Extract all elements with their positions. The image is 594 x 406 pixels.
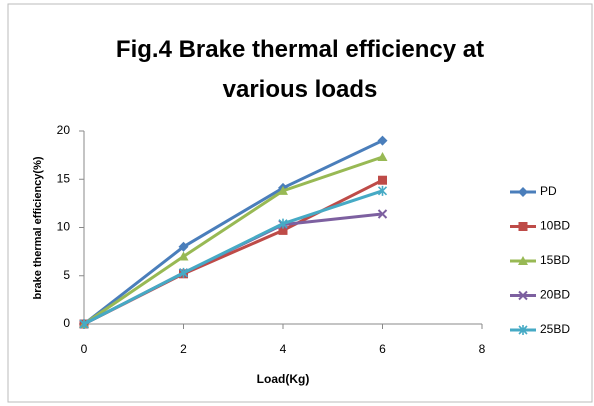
marker: [278, 185, 288, 195]
marker: [178, 267, 189, 278]
marker: [377, 152, 388, 162]
marker: [278, 225, 288, 235]
marker: [377, 185, 388, 196]
marker: [518, 290, 528, 301]
chart-title: Fig.4 Brake thermal efficiency at variou…: [115, 36, 485, 103]
x-tick-label: 8: [479, 342, 486, 356]
x-tick-label: 2: [180, 342, 187, 356]
y-tick-label: 10: [57, 220, 71, 234]
legend-label: 25BD: [540, 322, 570, 336]
x-tick-label: 6: [379, 342, 386, 356]
series-line: [83, 212, 383, 326]
series-line: [83, 155, 383, 326]
marker: [377, 135, 388, 146]
y-tick-label: 20: [57, 123, 71, 137]
legend-label: 15BD: [540, 253, 570, 267]
y-tick-label: 5: [63, 268, 70, 282]
marker: [378, 175, 387, 185]
marker: [178, 251, 189, 261]
y-axis-title: brake thermal efficiency(%): [32, 156, 44, 299]
x-axis-title: Load(Kg): [257, 372, 310, 386]
x-tick-label: 0: [81, 342, 88, 356]
legend-label: 10BD: [540, 219, 570, 233]
marker: [518, 325, 528, 335]
marker: [79, 319, 89, 329]
legend-label: PD: [540, 184, 557, 198]
series-line: [83, 139, 384, 326]
y-tick-label: 15: [57, 171, 71, 185]
marker: [178, 241, 189, 252]
marker: [518, 222, 528, 231]
legend-label: 20BD: [540, 288, 570, 302]
series-line: [83, 189, 383, 326]
marker: [518, 187, 528, 197]
marker: [518, 256, 528, 265]
marker: [278, 218, 288, 229]
y-tick-label: 0: [63, 316, 70, 330]
chart-border: [7, 3, 593, 403]
marker: [377, 209, 388, 219]
x-tick-label: 4: [280, 342, 287, 356]
